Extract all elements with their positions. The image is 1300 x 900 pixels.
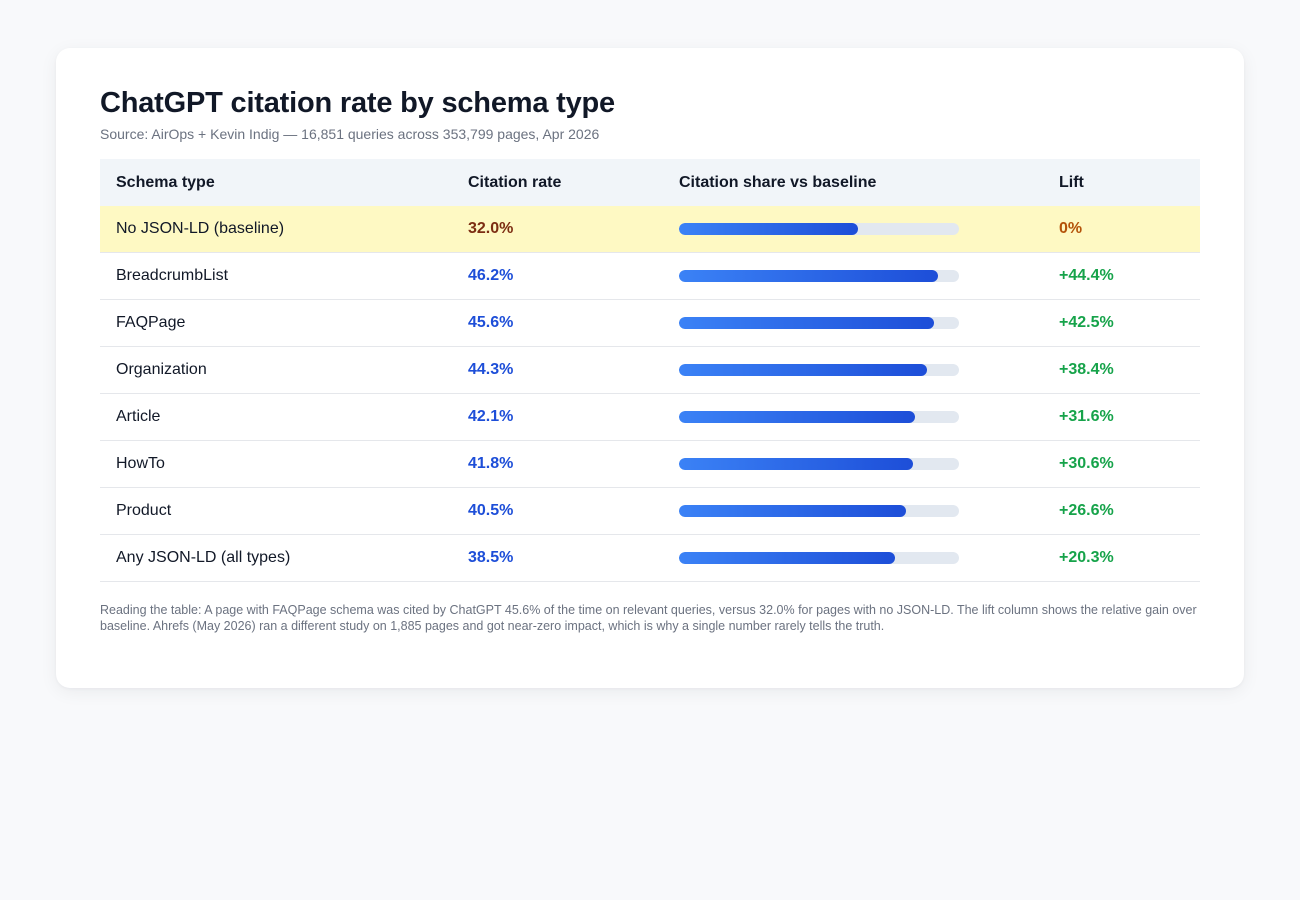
chart-card: ChatGPT citation rate by schema type Sou…	[56, 48, 1244, 688]
citation-share-cell	[663, 299, 1043, 347]
reading-note: Reading the table: A page with FAQPage s…	[100, 603, 1197, 633]
citation-share-cell	[663, 252, 1043, 300]
citation-share-cell	[663, 440, 1043, 488]
citation-share-track	[679, 317, 959, 329]
citation-share-cell	[663, 534, 1043, 582]
schema-table: Schema type Citation rate Citation share…	[100, 159, 1200, 582]
table-row: Organization 44.3% +38.4%	[100, 346, 1200, 394]
lift-cell: +44.4%	[1043, 252, 1200, 300]
schema-type-cell: HowTo	[100, 440, 452, 488]
table-row: Any JSON-LD (all types) 38.5% +20.3%	[100, 534, 1200, 582]
citation-rate-cell: 46.2%	[452, 252, 663, 300]
citation-share-track	[679, 223, 959, 235]
lift-cell: +20.3%	[1043, 534, 1200, 582]
citation-share-cell	[663, 206, 1043, 253]
schema-type-cell: Organization	[100, 346, 452, 394]
table-row: FAQPage 45.6% +42.5%	[100, 299, 1200, 347]
schema-type-cell: No JSON-LD (baseline)	[100, 206, 452, 253]
schema-type-cell: BreadcrumbList	[100, 252, 452, 300]
chart-title: ChatGPT citation rate by schema type	[100, 87, 615, 119]
table-row: HowTo 41.8% +30.6%	[100, 440, 1200, 488]
citation-share-bar	[679, 505, 906, 517]
column-header-schema-type: Schema type	[100, 159, 452, 206]
lift-cell: +42.5%	[1043, 299, 1200, 347]
citation-share-track	[679, 552, 959, 564]
citation-share-bar	[679, 317, 934, 329]
citation-share-track	[679, 505, 959, 517]
schema-type-cell: FAQPage	[100, 299, 452, 347]
schema-type-cell: Article	[100, 393, 452, 441]
citation-share-track	[679, 270, 959, 282]
column-header-lift: Lift	[1043, 159, 1200, 206]
lift-cell: +30.6%	[1043, 440, 1200, 488]
column-header-citation-share: Citation share vs baseline	[663, 159, 1043, 206]
schema-type-cell: Product	[100, 487, 452, 535]
citation-share-track	[679, 411, 959, 423]
source-line: Source: AirOps + Kevin Indig — 16,851 qu…	[100, 126, 600, 142]
table-row: Article 42.1% +31.6%	[100, 393, 1200, 441]
table-body: No JSON-LD (baseline) 32.0% 0% BreadcrumbLi…	[100, 206, 1200, 582]
schema-type-cell: Any JSON-LD (all types)	[100, 534, 452, 582]
citation-rate-cell: 40.5%	[452, 487, 663, 535]
lift-cell: +38.4%	[1043, 346, 1200, 394]
table-row: Product 40.5% +26.6%	[100, 487, 1200, 535]
citation-rate-cell: 32.0%	[452, 206, 663, 253]
citation-share-cell	[663, 346, 1043, 394]
citation-share-bar	[679, 458, 913, 470]
column-header-citation-rate: Citation rate	[452, 159, 663, 206]
lift-cell: +26.6%	[1043, 487, 1200, 535]
citation-share-bar	[679, 270, 938, 282]
citation-rate-cell: 38.5%	[452, 534, 663, 582]
citation-share-bar	[679, 223, 858, 235]
lift-cell: 0%	[1043, 206, 1200, 253]
table-row: BreadcrumbList 46.2% +44.4%	[100, 252, 1200, 300]
table-header-row: Schema type Citation rate Citation share…	[100, 159, 1200, 206]
citation-share-cell	[663, 393, 1043, 441]
citation-rate-cell: 42.1%	[452, 393, 663, 441]
citation-share-track	[679, 458, 959, 470]
lift-cell: +31.6%	[1043, 393, 1200, 441]
table-row-baseline: No JSON-LD (baseline) 32.0% 0%	[100, 206, 1200, 253]
citation-share-bar	[679, 552, 895, 564]
citation-share-bar	[679, 411, 915, 423]
citation-rate-cell: 45.6%	[452, 299, 663, 347]
citation-share-track	[679, 364, 959, 376]
citation-rate-cell: 41.8%	[452, 440, 663, 488]
citation-rate-cell: 44.3%	[452, 346, 663, 394]
citation-share-bar	[679, 364, 927, 376]
citation-share-cell	[663, 487, 1043, 535]
